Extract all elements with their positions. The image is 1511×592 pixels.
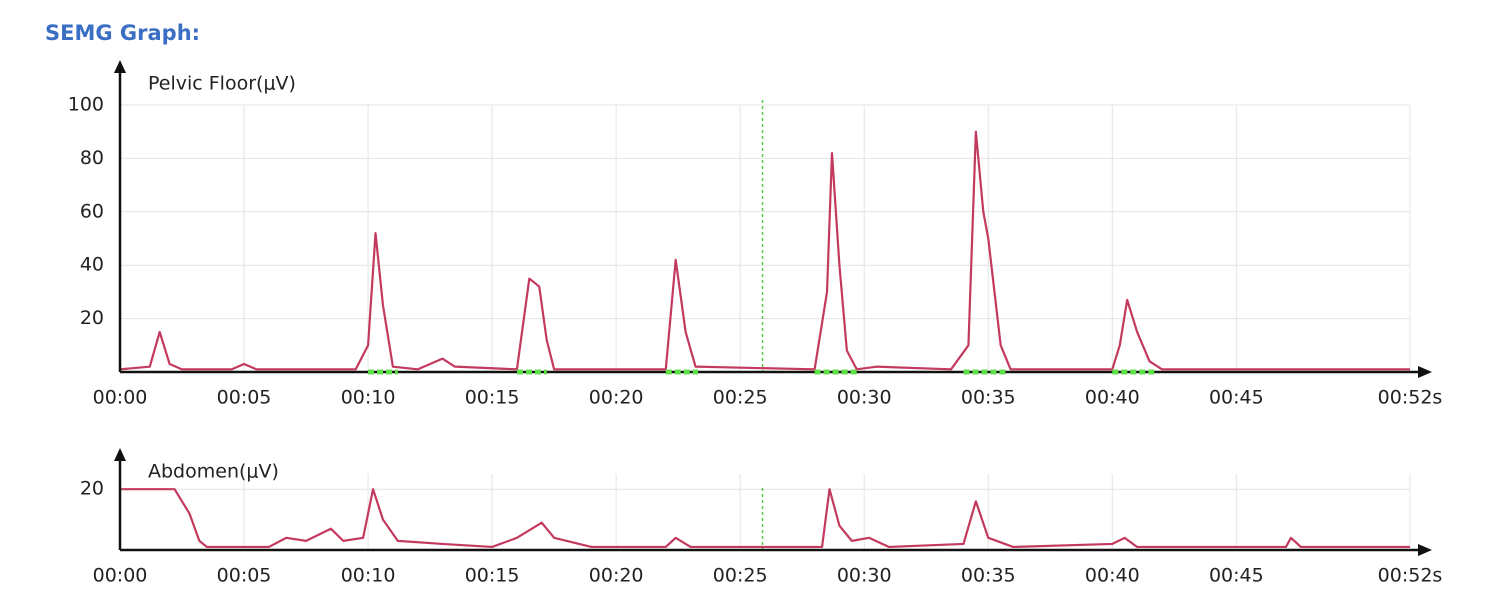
x-tick-label: 00:15 (465, 387, 520, 409)
y-tick-label: 100 (68, 94, 104, 116)
signal-line (119, 130, 1410, 371)
x-tick-label: 00:52s (1378, 565, 1443, 587)
x-tick-label: 00:05 (217, 565, 272, 587)
y-tick-label: 60 (80, 200, 104, 222)
x-tick-label: 00:30 (837, 565, 892, 587)
x-tick-label: 00:40 (1085, 387, 1140, 409)
y-axis-arrow (114, 448, 126, 461)
y-tick-label: 20 (80, 478, 104, 500)
signal-line (120, 488, 1410, 549)
x-tick-label: 00:10 (341, 387, 396, 409)
x-tick-label: 00:30 (837, 387, 892, 409)
y-tick-label: 20 (80, 307, 104, 329)
x-axis-arrow (1418, 544, 1432, 556)
x-tick-label: 00:00 (93, 387, 148, 409)
x-tick-label: 00:05 (217, 387, 272, 409)
x-tick-label: 00:10 (341, 565, 396, 587)
x-tick-label: 00:15 (465, 565, 520, 587)
page-title: SEMG Graph: (45, 21, 200, 45)
y-tick-label: 80 (80, 147, 104, 169)
x-tick-label: 00:35 (961, 387, 1016, 409)
x-tick-label: 00:00 (93, 565, 148, 587)
x-tick-label: 00:35 (961, 565, 1016, 587)
y-axis-arrow (114, 60, 126, 73)
x-tick-label: 00:52s (1378, 387, 1443, 409)
x-tick-label: 00:20 (589, 387, 644, 409)
x-tick-label: 00:25 (713, 565, 768, 587)
x-tick-label: 00:45 (1209, 565, 1264, 587)
y-axis-label: Pelvic Floor(μV) (148, 73, 296, 95)
y-axis-label: Abdomen(μV) (148, 461, 279, 483)
x-tick-label: 00:25 (713, 387, 768, 409)
x-tick-label: 00:20 (589, 565, 644, 587)
x-tick-label: 00:45 (1209, 387, 1264, 409)
x-axis-arrow (1418, 366, 1432, 378)
x-tick-label: 00:40 (1085, 565, 1140, 587)
y-tick-label: 40 (80, 254, 104, 276)
